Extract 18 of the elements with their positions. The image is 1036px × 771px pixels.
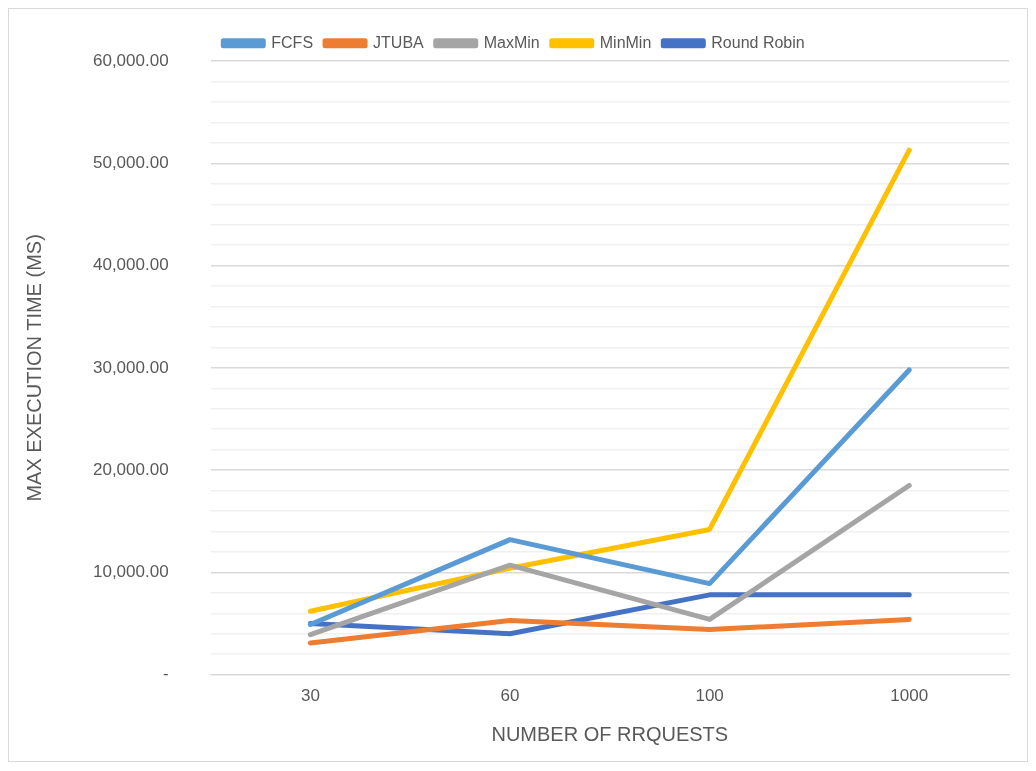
y-tick-label: 40,000.00 <box>92 255 169 275</box>
y-axis-title: MAX EXECUTION TIME (MS) <box>22 234 45 502</box>
legend-label: FCFS <box>271 33 314 51</box>
y-tick-label: 50,000.00 <box>92 153 169 173</box>
legend-label: Round Robin <box>711 33 805 51</box>
x-tick-label: 100 <box>695 686 724 706</box>
x-tick-label: 60 <box>500 686 520 706</box>
legend-label: JTUBA <box>373 33 425 51</box>
legend-label: MinMin <box>599 33 652 51</box>
y-tick-label: 60,000.00 <box>92 50 169 70</box>
y-tick-label: 20,000.00 <box>92 459 169 479</box>
legend-label: MaxMin <box>483 33 540 51</box>
x-axis-title: NUMBER OF RRQUESTS <box>491 722 729 745</box>
y-tick-label: 30,000.00 <box>92 357 169 377</box>
y-tick-label: 10,000.00 <box>92 562 169 582</box>
y-tick-label: - <box>162 664 169 684</box>
x-tick-label: 1000 <box>890 686 929 706</box>
x-tick-label: 30 <box>300 686 320 706</box>
